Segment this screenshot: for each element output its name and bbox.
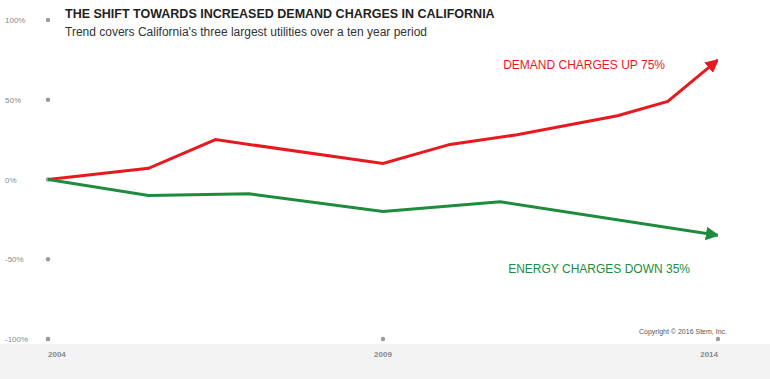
y-tick-label: -100% — [5, 335, 28, 344]
y-tick-label: 100% — [5, 16, 25, 25]
chart-subtitle: Trend covers California's three largest … — [65, 25, 427, 39]
y-axis: -100% -50% 0% 50% 100% — [5, 16, 50, 344]
x-tick-dot — [716, 337, 720, 341]
y-tick-dot — [46, 257, 50, 261]
x-tick-label: 2014 — [700, 350, 718, 359]
x-tick-dot — [381, 337, 385, 341]
x-tick-dot — [46, 337, 50, 341]
series-line — [48, 60, 718, 180]
series-labels: DEMAND CHARGES UP 75% ENERGY CHARGES DOWN… — [503, 58, 690, 276]
background — [0, 0, 770, 379]
x-tick-label: 2004 — [48, 350, 66, 359]
chart-title: THE SHIFT TOWARDS INCREASED DEMAND CHARG… — [65, 7, 495, 21]
y-tick-dot — [46, 98, 50, 102]
y-tick-label: 50% — [5, 96, 21, 105]
x-axis: 2004 2009 2014 — [46, 337, 720, 359]
bottom-band — [0, 344, 770, 379]
y-tick-label: 0% — [5, 176, 17, 185]
series-label: DEMAND CHARGES UP 75% — [503, 58, 665, 72]
series-line — [48, 180, 718, 236]
y-tick-label: -50% — [5, 255, 24, 264]
y-tick-dot — [46, 337, 50, 341]
series-label: ENERGY CHARGES DOWN 35% — [508, 262, 690, 276]
chart-container: THE SHIFT TOWARDS INCREASED DEMAND CHARG… — [0, 0, 770, 379]
y-tick-dot — [46, 18, 50, 22]
chart-svg: THE SHIFT TOWARDS INCREASED DEMAND CHARG… — [0, 0, 770, 379]
annotation: Copyright © 2016 Stem, Inc. — [639, 328, 727, 336]
x-tick-label: 2009 — [374, 350, 392, 359]
plot-area — [48, 60, 718, 235]
